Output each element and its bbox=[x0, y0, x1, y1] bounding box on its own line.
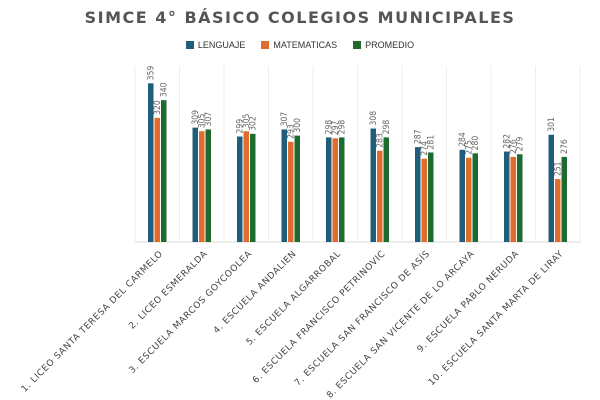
bar-lenguaje-2 bbox=[192, 127, 198, 242]
data-label: 302 bbox=[249, 116, 259, 131]
bar-promedio-7 bbox=[428, 152, 434, 242]
data-label: 282 bbox=[503, 134, 513, 149]
data-label: 307 bbox=[204, 112, 214, 127]
data-label: 340 bbox=[160, 82, 170, 97]
legend-swatch-promedio bbox=[353, 41, 362, 49]
bar-lenguaje-10 bbox=[548, 134, 554, 242]
data-label: 301 bbox=[547, 117, 557, 132]
category-label: 5. ESCUELA ALGARROBAL bbox=[245, 249, 344, 348]
data-label: 279 bbox=[516, 137, 526, 152]
data-label: 275 bbox=[465, 140, 475, 155]
legend: LENGUAJE MATEMATICAS PROMEDIO bbox=[0, 40, 600, 50]
data-label: 276 bbox=[560, 139, 570, 154]
category-label: 2. LICEO ESMERALDA bbox=[127, 249, 210, 332]
bar-promedio-10 bbox=[561, 156, 567, 242]
data-label: 309 bbox=[191, 110, 201, 125]
bar-lenguaje-6 bbox=[370, 128, 376, 242]
bar-promedio-8 bbox=[472, 153, 478, 242]
data-label: 251 bbox=[554, 161, 564, 176]
bar-matematicas-8 bbox=[466, 157, 472, 242]
chart-title: SIMCE 4° BÁSICO COLEGIOS MUNICIPALES bbox=[84, 8, 516, 27]
legend-item-matematicas: MATEMATICAS bbox=[261, 40, 337, 50]
bar-matematicas-7 bbox=[421, 158, 427, 242]
bar-promedio-2 bbox=[205, 129, 211, 242]
bar-lenguaje-8 bbox=[459, 149, 465, 242]
data-label: 281 bbox=[427, 135, 437, 150]
data-label: 283 bbox=[376, 133, 386, 148]
data-label: 307 bbox=[280, 112, 290, 127]
bar-matematicas-10 bbox=[555, 179, 561, 242]
data-label: 287 bbox=[414, 129, 424, 144]
data-label: 276 bbox=[509, 139, 519, 154]
data-label: 284 bbox=[458, 132, 468, 147]
bar-matematicas-1 bbox=[154, 117, 160, 242]
legend-label-lenguaje: LENGUAJE bbox=[197, 40, 246, 50]
bar-matematicas-5 bbox=[332, 138, 338, 242]
legend-item-promedio: PROMEDIO bbox=[353, 40, 414, 50]
bar-lenguaje-7 bbox=[415, 147, 421, 242]
bar-lenguaje-3 bbox=[237, 136, 243, 242]
bar-lenguaje-4 bbox=[281, 129, 287, 242]
legend-swatch-lenguaje bbox=[185, 41, 194, 49]
data-label: 320 bbox=[153, 100, 163, 115]
bar-promedio-5 bbox=[339, 137, 345, 242]
bar-lenguaje-5 bbox=[326, 137, 332, 242]
bar-lenguaje-1 bbox=[148, 83, 154, 243]
data-label: 308 bbox=[369, 111, 379, 126]
data-label: 359 bbox=[147, 66, 157, 81]
data-label: 298 bbox=[325, 120, 335, 135]
data-label: 293 bbox=[287, 124, 297, 139]
bar-matematicas-9 bbox=[510, 156, 516, 242]
bar-matematicas-4 bbox=[288, 141, 294, 242]
data-label: 305 bbox=[198, 113, 208, 128]
category-label: 8. ESCUELA SAN VICENTE DE LO ARCAYA bbox=[325, 249, 477, 400]
bar-promedio-4 bbox=[294, 135, 300, 242]
data-label: 297 bbox=[331, 121, 341, 136]
bar-matematicas-6 bbox=[377, 150, 383, 242]
data-label: 305 bbox=[242, 113, 252, 128]
bar-promedio-6 bbox=[383, 137, 389, 242]
data-label: 300 bbox=[293, 118, 303, 133]
legend-swatch-matematicas bbox=[261, 41, 270, 49]
bar-promedio-9 bbox=[517, 154, 523, 242]
bar-matematicas-2 bbox=[199, 131, 205, 242]
data-label: 298 bbox=[338, 120, 348, 135]
legend-label-promedio: PROMEDIO bbox=[365, 40, 415, 50]
bar-lenguaje-9 bbox=[504, 151, 510, 242]
data-label: 274 bbox=[420, 141, 430, 156]
bar-promedio-3 bbox=[250, 133, 256, 242]
category-label: 4. ESCUELA ANDALIEN bbox=[212, 249, 299, 336]
bar-matematicas-3 bbox=[243, 131, 249, 242]
data-label: 298 bbox=[382, 120, 392, 135]
data-label: 280 bbox=[471, 136, 481, 151]
legend-item-lenguaje: LENGUAJE bbox=[185, 40, 246, 50]
data-label: 299 bbox=[236, 119, 246, 134]
legend-label-matematicas: MATEMATICAS bbox=[273, 40, 338, 50]
bar-promedio-1 bbox=[161, 100, 167, 242]
